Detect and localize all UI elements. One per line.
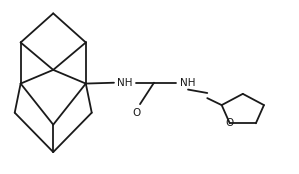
Text: O: O [226, 118, 234, 128]
Text: NH: NH [117, 78, 132, 88]
Text: NH: NH [180, 78, 196, 88]
Text: O: O [132, 108, 140, 118]
